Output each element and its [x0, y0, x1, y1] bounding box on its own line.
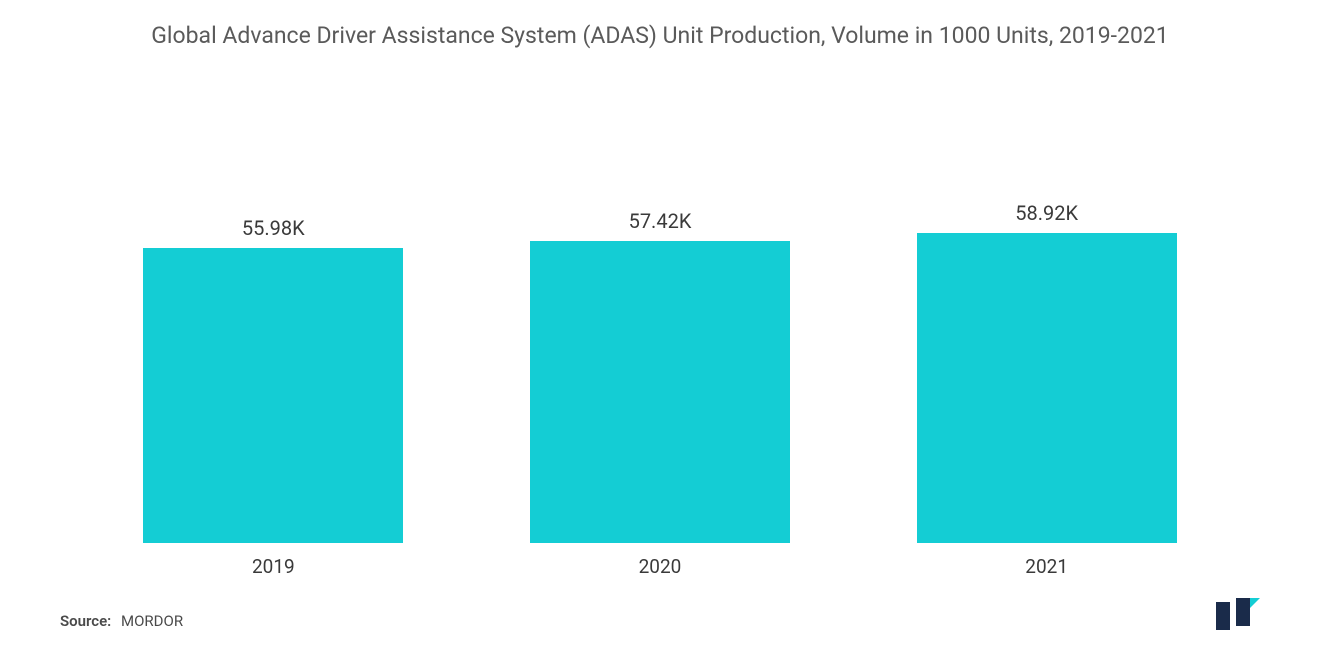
source-line: Source: MORDOR — [60, 612, 183, 630]
bar-value-2: 58.92K — [1015, 201, 1078, 225]
chart-container: Global Advance Driver Assistance System … — [0, 0, 1320, 665]
bar-value-0: 55.98K — [242, 216, 305, 240]
source-value: MORDOR — [121, 612, 183, 630]
mordor-logo-icon — [1212, 598, 1260, 630]
bar-1 — [530, 241, 790, 543]
bar-value-1: 57.42K — [629, 209, 692, 233]
bar-label-0: 2019 — [252, 555, 295, 578]
bar-group-1: 57.42K 2020 — [520, 209, 800, 578]
bar-group-0: 55.98K 2019 — [133, 216, 413, 578]
plot-area: 55.98K 2019 57.42K 2020 58.92K 2021 — [50, 62, 1270, 588]
bar-group-2: 58.92K 2021 — [907, 201, 1187, 578]
bar-label-2: 2021 — [1025, 555, 1068, 578]
footer: Source: MORDOR — [50, 588, 1270, 635]
source-label: Source: — [60, 612, 111, 630]
chart-title: Global Advance Driver Assistance System … — [50, 20, 1270, 52]
bar-label-1: 2020 — [639, 555, 682, 578]
bar-0 — [143, 248, 403, 543]
bar-2 — [917, 233, 1177, 543]
